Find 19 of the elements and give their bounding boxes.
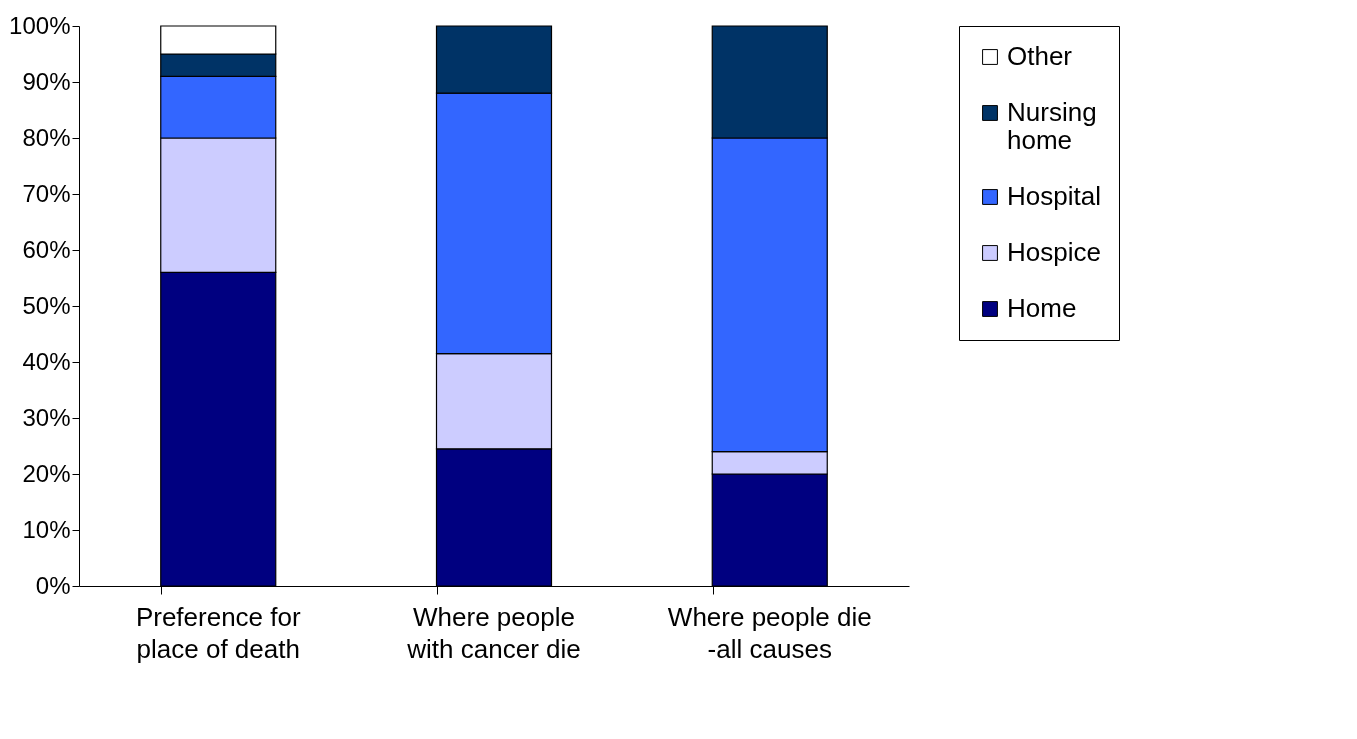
y-tick-label: 100% xyxy=(9,11,71,39)
legend-label: Hospice xyxy=(1007,237,1101,267)
y-tick-label: 40% xyxy=(22,347,71,375)
legend-label: Nursing home xyxy=(1007,97,1097,155)
y-tick-label: 80% xyxy=(22,123,71,151)
x-tick-label: Where people with cancer die xyxy=(406,601,581,664)
legend-label: Home xyxy=(1007,293,1077,323)
y-tick-label: 10% xyxy=(22,515,71,543)
y-tick-label: 0% xyxy=(35,571,71,599)
y-tick-label: 90% xyxy=(22,67,71,95)
y-tick-label: 20% xyxy=(22,459,71,487)
y-tick-label: 70% xyxy=(22,179,71,207)
legend-label: Other xyxy=(1007,41,1073,71)
y-tick-label: 60% xyxy=(22,235,71,263)
x-tick-label: Preference for place of death xyxy=(135,601,301,664)
x-tick-label: Where people die -all causes xyxy=(667,601,872,664)
y-tick-label: 30% xyxy=(22,403,71,431)
y-tick-label: 50% xyxy=(22,291,71,319)
legend-label: Hospital xyxy=(1007,181,1101,211)
